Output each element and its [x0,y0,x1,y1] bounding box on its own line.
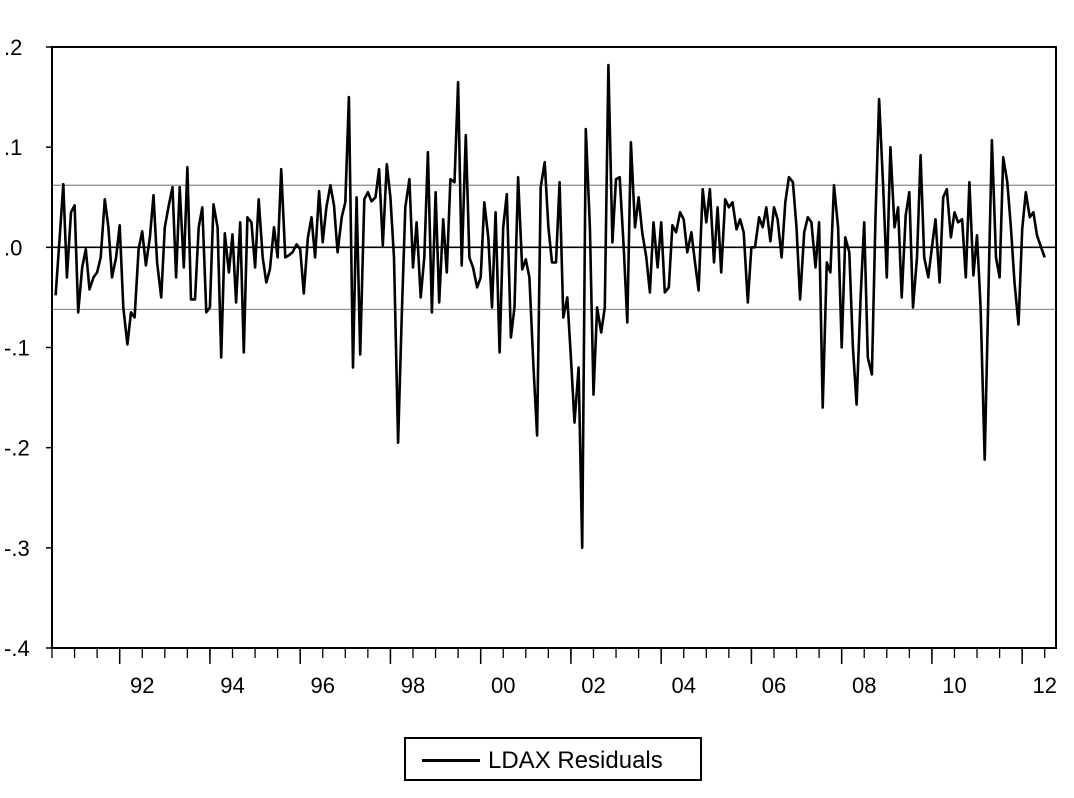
y-tick-label-0: .2 [4,35,22,60]
x-tick-label-7: 06 [762,673,786,698]
y-tick-label-2: .0 [4,235,22,260]
series-layer [54,63,1046,550]
y-tick-label-3: -.1 [4,336,30,361]
x-tick-label-0: 92 [130,673,154,698]
x-tick-label-8: 08 [852,673,876,698]
y-tick-label-1: .1 [4,135,22,160]
x-tick-label-5: 02 [581,673,605,698]
legend-swatch-ldax-residuals [422,759,480,762]
plot-frame [51,46,1057,649]
y-axis: .2 .1 .0 -.1 -.2 -.3 -.4 [4,35,52,661]
x-tick-label-9: 10 [942,673,966,698]
x-axis: 92 94 96 98 00 02 04 06 08 10 12 [51,648,1057,698]
x-tick-label-1: 94 [220,673,244,698]
x-tick-label-2: 96 [310,673,334,698]
y-tick-label-6: -.4 [4,636,30,661]
x-tick-label-10: 12 [1032,673,1056,698]
legend-label-ldax-residuals: LDAX Residuals [488,747,663,774]
x-tick-label-4: 00 [491,673,515,698]
series-line-ldax-residuals [54,63,1046,550]
legend: LDAX Residuals [404,737,702,781]
x-tick-label-6: 04 [671,673,695,698]
x-tick-label-3: 98 [401,673,425,698]
y-tick-label-4: -.2 [4,436,30,461]
y-tick-label-5: -.3 [4,536,30,561]
